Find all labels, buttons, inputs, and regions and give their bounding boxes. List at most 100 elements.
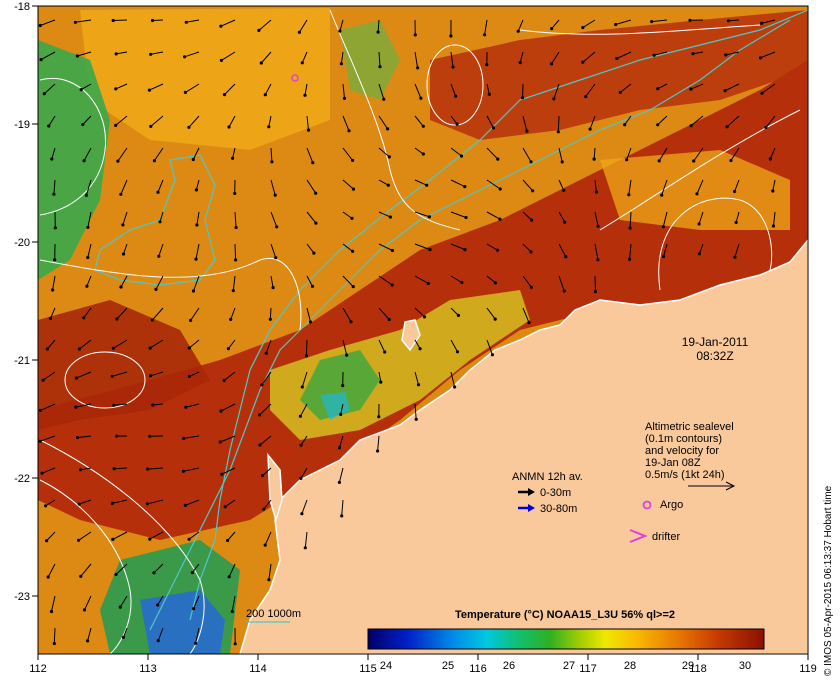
velocity-arrow-head: [529, 285, 534, 289]
velocity-arrow: [159, 211, 164, 222]
velocity-arrow-head: [350, 216, 354, 220]
velocity-arrow: [269, 307, 272, 320]
velocity-arrow: [234, 211, 237, 228]
velocity-arrow-head: [229, 317, 233, 321]
velocity-arrow: [306, 275, 313, 287]
velocity-arrow: [43, 83, 56, 95]
velocity-arrow: [196, 211, 200, 226]
velocity-arrow: [696, 179, 704, 194]
velocity-arrow-head: [259, 61, 263, 65]
velocity-arrow-head: [157, 254, 161, 258]
velocity-arrow-head: [230, 609, 234, 614]
velocity-arrow: [75, 19, 92, 23]
velocity-arrow-head: [84, 193, 88, 197]
velocity-arrow-head: [81, 122, 85, 127]
velocity-arrow: [306, 147, 314, 163]
velocity-arrow-head: [449, 34, 453, 38]
velocity-arrow-head: [82, 608, 87, 612]
velocity-arrow-head: [183, 55, 187, 59]
velocity-arrow-head: [726, 19, 731, 23]
velocity-arrow-head: [192, 607, 196, 611]
velocity-arrow: [377, 19, 380, 33]
velocity-arrow-head: [53, 226, 57, 230]
credit-text: © IMOS 05-Apr-2015 06:13:37 Hobart time: [823, 485, 834, 676]
velocity-arrow: [377, 435, 380, 452]
velocity-arrow-head: [339, 62, 343, 66]
velocity-arrow-head: [657, 159, 661, 163]
velocity-arrow-head: [226, 347, 230, 351]
velocity-arrow-head: [428, 248, 432, 252]
velocity-arrow-head: [306, 128, 311, 132]
velocity-arrow-head: [77, 502, 81, 506]
velocity-arrow: [86, 275, 92, 287]
velocity-arrow-head: [150, 318, 154, 322]
velocity-arrow: [306, 211, 317, 224]
velocity-arrow: [87, 627, 92, 642]
velocity-arrow: [40, 403, 56, 411]
velocity-arrow: [760, 51, 776, 59]
velocity-arrow: [220, 19, 236, 27]
altimetry-legend: Altimetric sealevel (0.1m contours) and …: [645, 421, 736, 491]
velocity-arrow: [342, 115, 350, 131]
velocity-arrow: [152, 403, 164, 406]
velocity-arrow-head: [464, 215, 468, 220]
velocity-arrow-head: [258, 443, 262, 447]
velocity-arrow: [268, 563, 272, 580]
velocity-arrow-head: [158, 220, 162, 224]
velocity-arrow: [48, 115, 56, 127]
velocity-arrow-head: [152, 571, 156, 575]
y-tick-label: -23: [14, 591, 30, 603]
velocity-arrow-head: [463, 248, 467, 252]
velocity-arrow-head: [425, 183, 429, 187]
velocity-arrow: [47, 563, 56, 578]
velocity-arrow: [486, 243, 498, 251]
time-label: 08:32Z: [696, 349, 733, 363]
velocity-arrow: [629, 211, 632, 229]
velocity-arrow-head: [111, 537, 115, 542]
velocity-arrow: [79, 339, 92, 350]
velocity-arrow-head: [456, 313, 460, 317]
velocity-arrow: [149, 83, 164, 91]
velocity-arrow-head: [377, 415, 381, 419]
velocity-arrow: [259, 435, 272, 446]
velocity-arrow: [657, 115, 668, 126]
velocity-arrow-head: [463, 185, 467, 189]
velocity-arrow: [450, 243, 466, 251]
velocity-arrow-head: [233, 642, 237, 646]
velocity-arrow-head: [150, 18, 155, 23]
velocity-arrow-head: [347, 129, 351, 133]
velocity-arrow: [85, 179, 92, 196]
velocity-arrow-head: [234, 258, 238, 262]
velocity-arrow-head: [552, 97, 556, 101]
velocity-arrow-head: [419, 96, 423, 100]
velocity-arrow-head: [724, 53, 728, 57]
velocity-arrow-head: [112, 403, 116, 407]
velocity-arrow: [223, 371, 236, 381]
velocity-arrow: [339, 19, 344, 32]
velocity-arrow-head: [121, 635, 125, 640]
velocity-arrow-head: [82, 159, 86, 163]
velocity-arrow-head: [593, 290, 598, 294]
velocity-arrow-head: [118, 605, 122, 609]
velocity-arrow: [185, 499, 200, 506]
velocity-arrow: [82, 115, 92, 125]
velocity-arrow: [414, 243, 431, 251]
velocity-arrow: [113, 19, 128, 21]
colorbar-tick-label: 29: [682, 660, 694, 672]
velocity-arrow: [378, 83, 385, 100]
velocity-arrow-head: [529, 160, 533, 164]
velocity-arrow-head: [733, 255, 737, 259]
velocity-arrow: [378, 115, 389, 130]
velocity-arrow-head: [725, 125, 729, 129]
velocity-arrow: [725, 51, 740, 56]
deep-arrowhead-icon: [528, 504, 535, 512]
velocity-arrow-head: [455, 350, 460, 354]
green-patch-north: [340, 20, 400, 100]
velocity-arrow: [690, 83, 704, 90]
velocity-arrow: [616, 51, 632, 59]
velocity-arrow-head: [273, 193, 277, 197]
velocity-arrow-head: [300, 385, 304, 389]
velocity-arrow-head: [564, 255, 568, 259]
velocity-arrow-head: [220, 472, 224, 476]
